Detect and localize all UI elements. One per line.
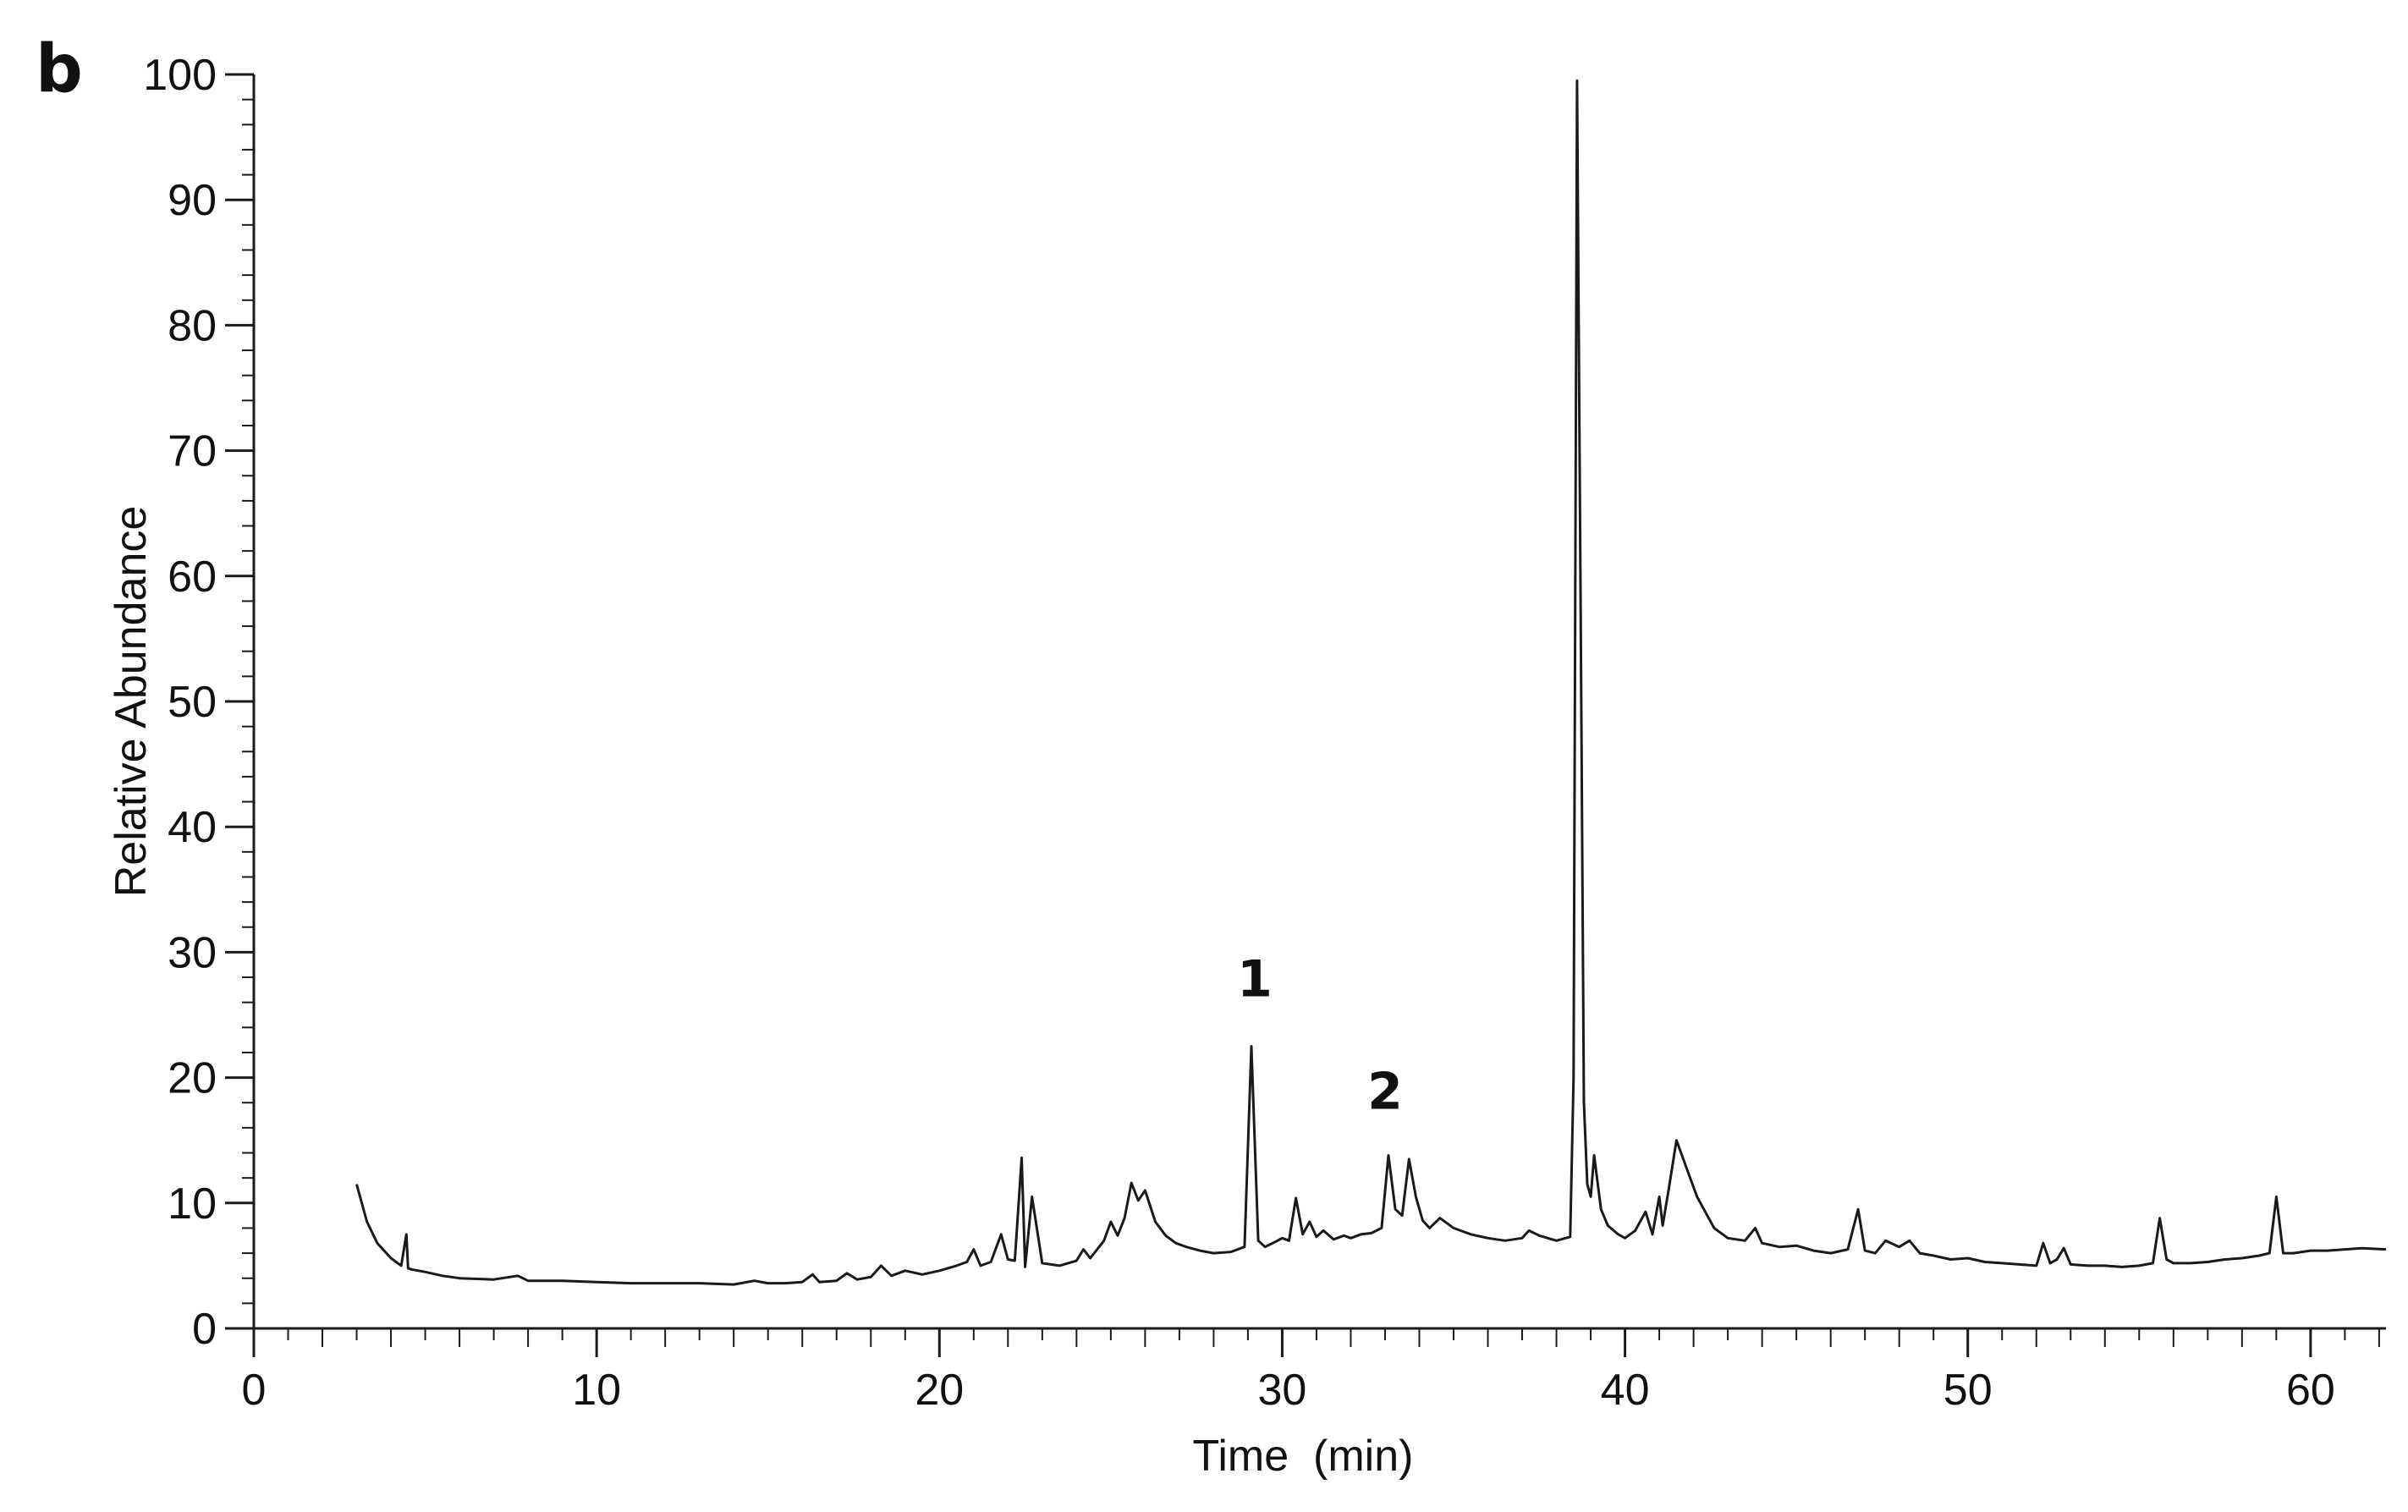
y-tick-label: 20: [168, 1054, 217, 1103]
y-tick-label: 50: [168, 678, 217, 727]
y-axis-title: Relative Abundance: [107, 506, 156, 898]
y-tick-label: 40: [168, 803, 217, 852]
y-tick-label: 70: [168, 427, 217, 476]
x-tick-label: 0: [242, 1366, 267, 1415]
x-axis-title: Time (min): [1193, 1432, 1414, 1481]
y-tick-label: 90: [168, 176, 217, 225]
x-tick-label: 40: [1601, 1366, 1650, 1415]
x-tick-label: 10: [572, 1366, 621, 1415]
y-tick-label: 60: [168, 553, 217, 602]
x-axis: 0 10 20 30 40 50 60: [242, 1327, 2386, 1415]
peak-label: 2: [1367, 1063, 1403, 1122]
y-tick-label: 30: [168, 928, 217, 977]
x-tick-label: 50: [1943, 1366, 1993, 1415]
x-tick-label: 30: [1258, 1366, 1307, 1415]
y-axis: 0 10 20 30 40 50 60 70 80 90 100: [143, 51, 256, 1354]
x-tick-label: 60: [2286, 1366, 2335, 1415]
y-tick-label: 0: [192, 1305, 217, 1354]
x-tick-label: 20: [915, 1366, 964, 1415]
y-tick-label: 100: [143, 51, 217, 100]
y-tick-label: 10: [168, 1179, 217, 1229]
chromatogram-trace: [355, 79, 2387, 1286]
panel-label: b: [36, 31, 83, 107]
peak-label: 1: [1237, 949, 1273, 1009]
y-tick-label: 80: [168, 301, 217, 350]
peak-annotations: 12: [1237, 949, 1403, 1121]
